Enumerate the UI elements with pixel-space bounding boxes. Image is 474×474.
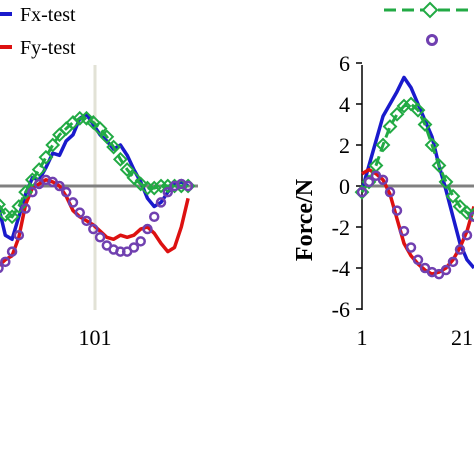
circle-marker	[162, 186, 174, 198]
right-chart-panel: 6 4 2 0 -2 -4 -6 Force/N 1 21	[292, 1, 474, 350]
series-line-fy-test	[0, 178, 190, 267]
circle-marker	[356, 186, 368, 198]
circle-marker	[440, 264, 452, 276]
diamond-marker	[396, 98, 412, 114]
circle-marker	[67, 197, 79, 208]
circle-marker	[391, 205, 403, 216]
diamond-marker	[431, 158, 447, 173]
y-tick-label: -6	[332, 297, 350, 322]
y-tick-label: 6	[339, 51, 350, 76]
circle-marker	[182, 180, 194, 192]
diamond-marker	[133, 176, 149, 192]
circle-marker	[377, 174, 389, 186]
circle-marker	[405, 242, 417, 253]
diamond-marker	[119, 162, 135, 178]
circle-marker	[155, 197, 167, 208]
y-axis-title: Force/N	[292, 178, 318, 261]
diamond-marker	[466, 207, 474, 223]
x-tick-label: 21	[451, 325, 473, 350]
circle-marker	[81, 215, 92, 227]
diamond-marker	[99, 129, 115, 145]
circle-marker	[398, 225, 410, 237]
x-tick-label: 1	[0, 325, 1, 350]
y-tick-label: 0	[339, 174, 350, 199]
diamond-marker	[38, 149, 54, 165]
circle-marker	[88, 223, 99, 235]
circle-marker	[0, 256, 11, 268]
y-tick-label: 2	[339, 133, 350, 158]
diamond-marker	[0, 198, 6, 211]
diamond-marker	[106, 139, 122, 155]
circle-marker	[27, 186, 38, 198]
legend-label: Fx-test	[20, 4, 76, 26]
circle-marker	[363, 176, 375, 188]
circle-marker	[60, 186, 72, 198]
circle-marker	[128, 242, 140, 253]
circle-marker	[0, 262, 4, 274]
x-tick-label: 1	[357, 325, 368, 350]
diamond-marker	[445, 188, 461, 204]
circle-marker	[454, 244, 466, 255]
diamond-marker	[92, 121, 108, 137]
diamond-marker	[375, 137, 391, 153]
diamond-marker	[31, 162, 47, 178]
y-tick-label: -4	[332, 256, 350, 281]
diamond-marker	[417, 117, 433, 132]
circle-marker	[135, 236, 146, 247]
legend-label: Fy-test	[20, 37, 76, 59]
legend-circle-marker	[426, 34, 438, 46]
diamond-marker	[382, 119, 398, 134]
diamond-marker	[424, 137, 440, 153]
circle-marker	[412, 254, 424, 266]
diamond-marker	[438, 174, 454, 190]
circle-marker	[13, 229, 25, 241]
x-tick-label: 101	[79, 325, 112, 350]
diamond-marker	[24, 172, 40, 188]
circle-marker	[461, 229, 473, 241]
circle-marker	[142, 223, 153, 235]
diamond-marker	[410, 102, 426, 118]
legend-diamond-marker	[421, 1, 439, 19]
circle-marker	[447, 256, 459, 268]
y-tick-label: 4	[339, 92, 350, 117]
diamond-marker	[146, 180, 162, 196]
left-chart-panel: 1 101 Fx-test Fy-test	[0, 4, 198, 350]
diamond-marker	[4, 209, 20, 225]
diamond-marker	[45, 137, 61, 153]
circle-marker	[20, 203, 31, 214]
circle-marker	[6, 246, 18, 257]
circle-marker	[468, 211, 474, 222]
circle-marker	[74, 207, 86, 218]
circle-marker	[384, 186, 396, 198]
diamond-marker	[112, 151, 128, 167]
circle-marker	[54, 180, 65, 192]
y-tick-label: -2	[332, 215, 350, 240]
diamond-marker	[389, 106, 405, 122]
diamond-marker	[79, 110, 94, 126]
circle-marker	[94, 232, 106, 243]
circle-marker	[148, 211, 160, 222]
